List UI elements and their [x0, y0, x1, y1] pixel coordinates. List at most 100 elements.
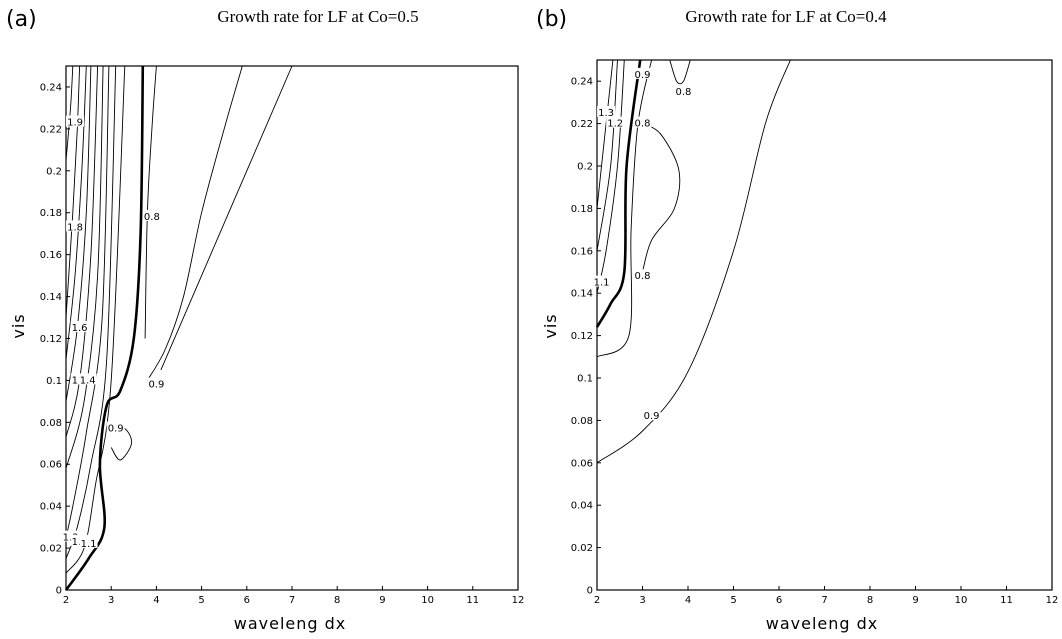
x-tick-label: 5 [198, 595, 204, 606]
contour-line [65, 65, 117, 559]
x-tick-label: 8 [867, 595, 873, 606]
contour-line [65, 65, 92, 402]
contour-label-bg [78, 373, 97, 385]
contour-label: 0.9 [108, 424, 124, 435]
x-tick-label: 3 [639, 595, 645, 606]
contour-label-bg [674, 84, 693, 96]
contour-label: 0.9 [635, 70, 651, 81]
x-tick-label: 11 [1000, 595, 1013, 606]
x-tick-label: 2 [63, 595, 69, 606]
x-tick-label: 4 [153, 595, 159, 606]
panel-a-xlabel: waveleng dx [234, 614, 347, 633]
contour-line [160, 65, 293, 371]
panel-b-letter: (b) [536, 7, 567, 32]
contour-label-bg [642, 409, 661, 421]
y-tick-label: 0 [587, 586, 593, 597]
contour-line [65, 65, 81, 318]
contour-label: 1.1 [81, 539, 97, 550]
contour-label-bg [592, 275, 611, 287]
contour-label-bg [633, 67, 652, 79]
panel-a-ticks: 2 3 4 5 6 7 8 9 10 11 12 0 0.02 0.04 0.06 0.08 0.1 0.12 0.… [40, 82, 525, 606]
contour-label-bg [66, 220, 85, 232]
contour-label: 0.8 [635, 119, 651, 130]
panel-b-ylabel: vis [541, 313, 560, 338]
contour-label: 0.8 [144, 212, 160, 223]
contour-label-bg [633, 269, 652, 281]
contour-label: 1.4 [80, 375, 96, 386]
contour-line [65, 65, 110, 538]
contour-label-bg [79, 536, 98, 548]
y-tick-label: 0.18 [40, 208, 62, 219]
y-tick-label: 0.16 [571, 246, 593, 257]
y-tick-label: 0.24 [571, 77, 593, 88]
panel-a-contour-labels: 1.91.81.61.51.41.31.21.10.80.90.9 [61, 115, 166, 550]
panel-a-title: Growth rate for LF at Co=0.5 [217, 7, 418, 26]
panel-a-ylabel: vis [9, 313, 28, 338]
x-tick-label: 12 [512, 595, 525, 606]
contour-label-bg [633, 116, 652, 128]
contour-label: 1.3 [598, 108, 614, 119]
contour-label: 0.9 [148, 380, 164, 391]
y-tick-label: 0.1 [46, 376, 62, 387]
panel-a: (a) Growth rate for LF at Co=0.5 wavelen… [6, 7, 524, 633]
contour-line [596, 59, 791, 464]
x-tick-label: 6 [244, 595, 250, 606]
x-tick-label: 5 [730, 595, 736, 606]
contour-line [65, 65, 126, 574]
y-tick-label: 0 [56, 586, 62, 597]
y-tick-label: 0.06 [571, 458, 593, 469]
x-tick-label: 8 [334, 595, 340, 606]
panel-b-contour-labels: 1.31.2 1.1 0.9 0.8 0.8 0.8 0.9 [592, 67, 693, 422]
y-tick-label: 0.08 [571, 416, 593, 427]
panel-b: (b) Growth rate for LF at Co=0.4 wavelen… [536, 7, 1058, 633]
x-tick-label: 7 [821, 595, 827, 606]
y-tick-label: 0.02 [40, 544, 62, 555]
y-tick-label: 0.2 [46, 166, 62, 177]
contour-line-bold [595, 59, 642, 328]
x-tick-label: 6 [776, 595, 782, 606]
contour-label-bg [147, 377, 166, 389]
y-tick-label: 0.14 [40, 292, 62, 303]
x-tick-label: 9 [912, 595, 918, 606]
contour-label-bg [70, 534, 89, 546]
contour-line [669, 59, 691, 85]
x-tick-label: 7 [289, 595, 295, 606]
y-tick-label: 0.18 [571, 204, 593, 215]
x-tick-label: 11 [466, 595, 479, 606]
panel-b-xlabel: waveleng dx [766, 614, 879, 633]
y-tick-label: 0.2 [577, 162, 593, 173]
y-tick-label: 0.22 [40, 124, 62, 135]
x-tick-label: 10 [421, 595, 434, 606]
x-tick-label: 3 [108, 595, 114, 606]
contour-line [596, 59, 653, 358]
contour-label-bg [597, 106, 616, 117]
x-tick-label: 2 [594, 595, 600, 606]
contour-label: 0.8 [675, 87, 691, 98]
contour-label: 0.8 [635, 271, 651, 282]
y-tick-label: 0.02 [571, 543, 593, 554]
panel-a-contours [64, 65, 293, 591]
contour-line [596, 59, 625, 294]
contour-label: 1.2 [72, 537, 88, 548]
y-tick-label: 0.16 [40, 250, 62, 261]
contour-label: 1.6 [72, 323, 88, 334]
contour-line [596, 59, 618, 251]
contour-label-bg [106, 421, 125, 433]
contour-line [144, 65, 157, 339]
x-tick-label: 9 [379, 595, 385, 606]
contour-label: 1.2 [607, 119, 623, 130]
x-tick-label: 4 [685, 595, 691, 606]
contour-line [65, 65, 99, 438]
contour-label-bg [606, 116, 625, 128]
contour-label: 1.3 [63, 533, 79, 544]
contour-label-bg [70, 321, 89, 332]
contour-line [65, 65, 74, 161]
contour-line [147, 65, 243, 381]
contour-line [596, 59, 614, 209]
y-tick-label: 0.12 [571, 331, 593, 342]
y-tick-label: 0.24 [40, 82, 62, 93]
contour-label: 1.8 [67, 222, 83, 233]
contour-line [65, 65, 87, 360]
x-tick-label: 12 [1046, 595, 1059, 606]
